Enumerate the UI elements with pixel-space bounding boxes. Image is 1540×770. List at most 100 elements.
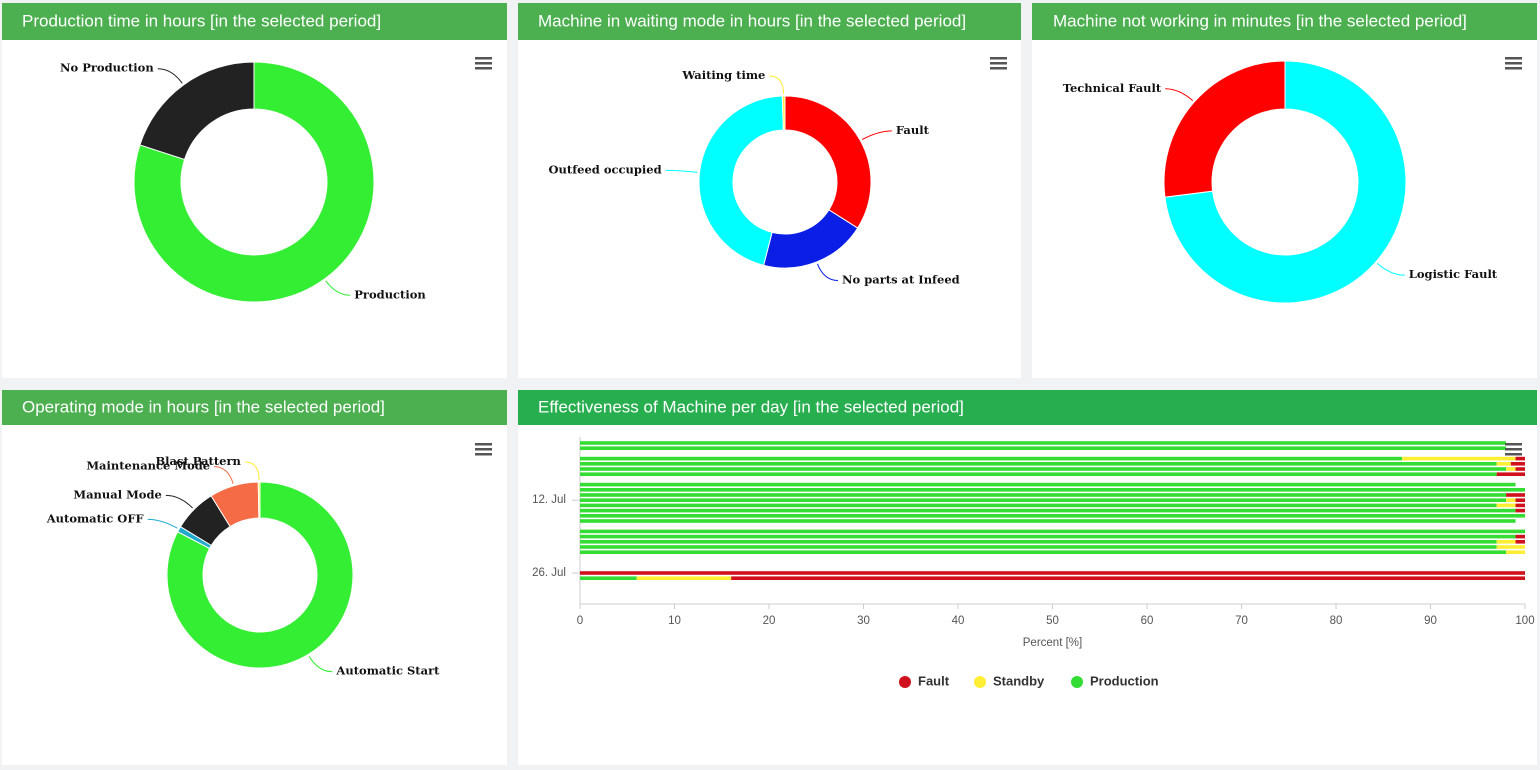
panel-title: Machine in waiting mode in hours [in the… xyxy=(538,11,966,30)
bar-segment xyxy=(1515,534,1525,539)
menu-icon[interactable] xyxy=(1505,443,1522,456)
x-tick-label: 20 xyxy=(763,615,776,627)
bar-segment xyxy=(1496,472,1525,476)
connector xyxy=(816,263,839,282)
bar-segment xyxy=(580,545,1497,549)
slice-label: Manual Mode xyxy=(73,487,162,501)
slice-label: Logistic Fault xyxy=(1409,267,1498,281)
bar-segment xyxy=(580,472,1497,476)
bar-segment xyxy=(1506,467,1516,471)
panel-title: Operating mode in hours [in the selected… xyxy=(22,397,385,416)
bar-segment xyxy=(580,571,1525,575)
bar-segment xyxy=(1515,498,1525,502)
bar-segment xyxy=(580,467,1507,471)
bar-segment xyxy=(580,576,637,580)
x-tick-label: 70 xyxy=(1235,615,1248,627)
bar-segment xyxy=(1515,456,1525,461)
legend-marker xyxy=(1071,676,1083,688)
bar-segment xyxy=(1402,456,1516,461)
legend-marker xyxy=(899,676,911,688)
bar-segment xyxy=(580,493,1507,497)
slice-label: Technical Fault xyxy=(1063,81,1162,95)
bar-segment xyxy=(580,550,1507,554)
bar-segment xyxy=(580,508,1516,513)
bar-segment xyxy=(580,540,1497,544)
connector xyxy=(665,169,698,173)
panel xyxy=(1032,3,1537,378)
bar-segment xyxy=(1506,498,1516,502)
slice-label: Blast Pattern xyxy=(155,454,241,468)
bar-segment xyxy=(636,576,732,580)
y-tick-label: 12. Jul xyxy=(532,494,566,506)
legend-label: Standby xyxy=(993,673,1045,688)
connector xyxy=(214,466,234,484)
bar-segment xyxy=(580,519,1516,523)
connector xyxy=(769,75,785,95)
bar-segment xyxy=(1515,508,1525,513)
y-tick-label: 26. Jul xyxy=(532,567,566,579)
slice-label: No parts at Infeed xyxy=(842,273,960,287)
slice-label: Waiting time xyxy=(681,68,765,82)
x-axis-title: Percent [%] xyxy=(1023,637,1082,649)
panel xyxy=(2,390,507,765)
x-tick-label: 10 xyxy=(668,615,681,627)
legend-label: Production xyxy=(1090,673,1159,688)
slice-label: No Production xyxy=(60,61,154,75)
bar-segment xyxy=(580,503,1497,508)
bar-segment xyxy=(1506,550,1525,554)
bar-segment xyxy=(580,514,1525,518)
connector xyxy=(165,494,193,509)
x-tick-label: 100 xyxy=(1515,615,1534,627)
connector xyxy=(157,68,183,84)
bar-segment xyxy=(1496,540,1516,544)
bar-segment xyxy=(580,498,1507,502)
donut-slice xyxy=(784,95,872,229)
panel-header xyxy=(1032,3,1537,40)
slice-label: Automatic OFF xyxy=(46,511,145,525)
bar-segment xyxy=(1510,462,1525,466)
x-tick-label: 40 xyxy=(952,615,965,627)
bar-segment xyxy=(580,488,1525,492)
bar-segment xyxy=(1506,493,1525,497)
bar-segment xyxy=(1496,545,1525,549)
panel xyxy=(518,3,1021,378)
bar-segment xyxy=(731,576,1525,580)
connector xyxy=(325,280,351,296)
bar-segment xyxy=(580,462,1497,466)
bar-segment xyxy=(580,482,1516,487)
panel-header xyxy=(2,3,507,40)
x-tick-label: 0 xyxy=(577,615,583,627)
x-tick-label: 50 xyxy=(1046,615,1059,627)
panel-header xyxy=(2,390,507,425)
legend-label: Fault xyxy=(918,673,950,688)
x-tick-label: 80 xyxy=(1330,615,1343,627)
menu-icon[interactable] xyxy=(475,57,492,70)
x-tick-label: 30 xyxy=(857,615,870,627)
bar-segment xyxy=(1496,503,1516,508)
bar-segment xyxy=(1515,540,1525,544)
donut-slice xyxy=(257,481,261,519)
menu-icon[interactable] xyxy=(475,443,492,456)
panel-header xyxy=(518,3,1021,40)
panel-title: Effectiveness of Machine per day [in the… xyxy=(538,397,964,416)
donut-slice xyxy=(133,61,375,303)
slice-label: Production xyxy=(354,287,426,301)
bar-segment xyxy=(580,441,1507,445)
bar-segment xyxy=(580,529,1525,534)
connector xyxy=(147,518,178,529)
connector xyxy=(1376,262,1405,276)
bar-segment xyxy=(1496,462,1511,466)
bar-segment xyxy=(1515,467,1525,471)
x-tick-label: 90 xyxy=(1424,615,1437,627)
menu-icon[interactable] xyxy=(990,57,1007,70)
donut-slice xyxy=(698,95,784,266)
legend-marker xyxy=(974,676,986,688)
slice-label: Outfeed occupied xyxy=(549,162,662,176)
connector xyxy=(861,130,892,141)
connector xyxy=(244,461,260,481)
donut-slice xyxy=(1163,60,1286,198)
menu-icon[interactable] xyxy=(1505,57,1522,70)
panel-title: Production time in hours [in the selecte… xyxy=(22,11,381,30)
panel xyxy=(2,3,507,378)
